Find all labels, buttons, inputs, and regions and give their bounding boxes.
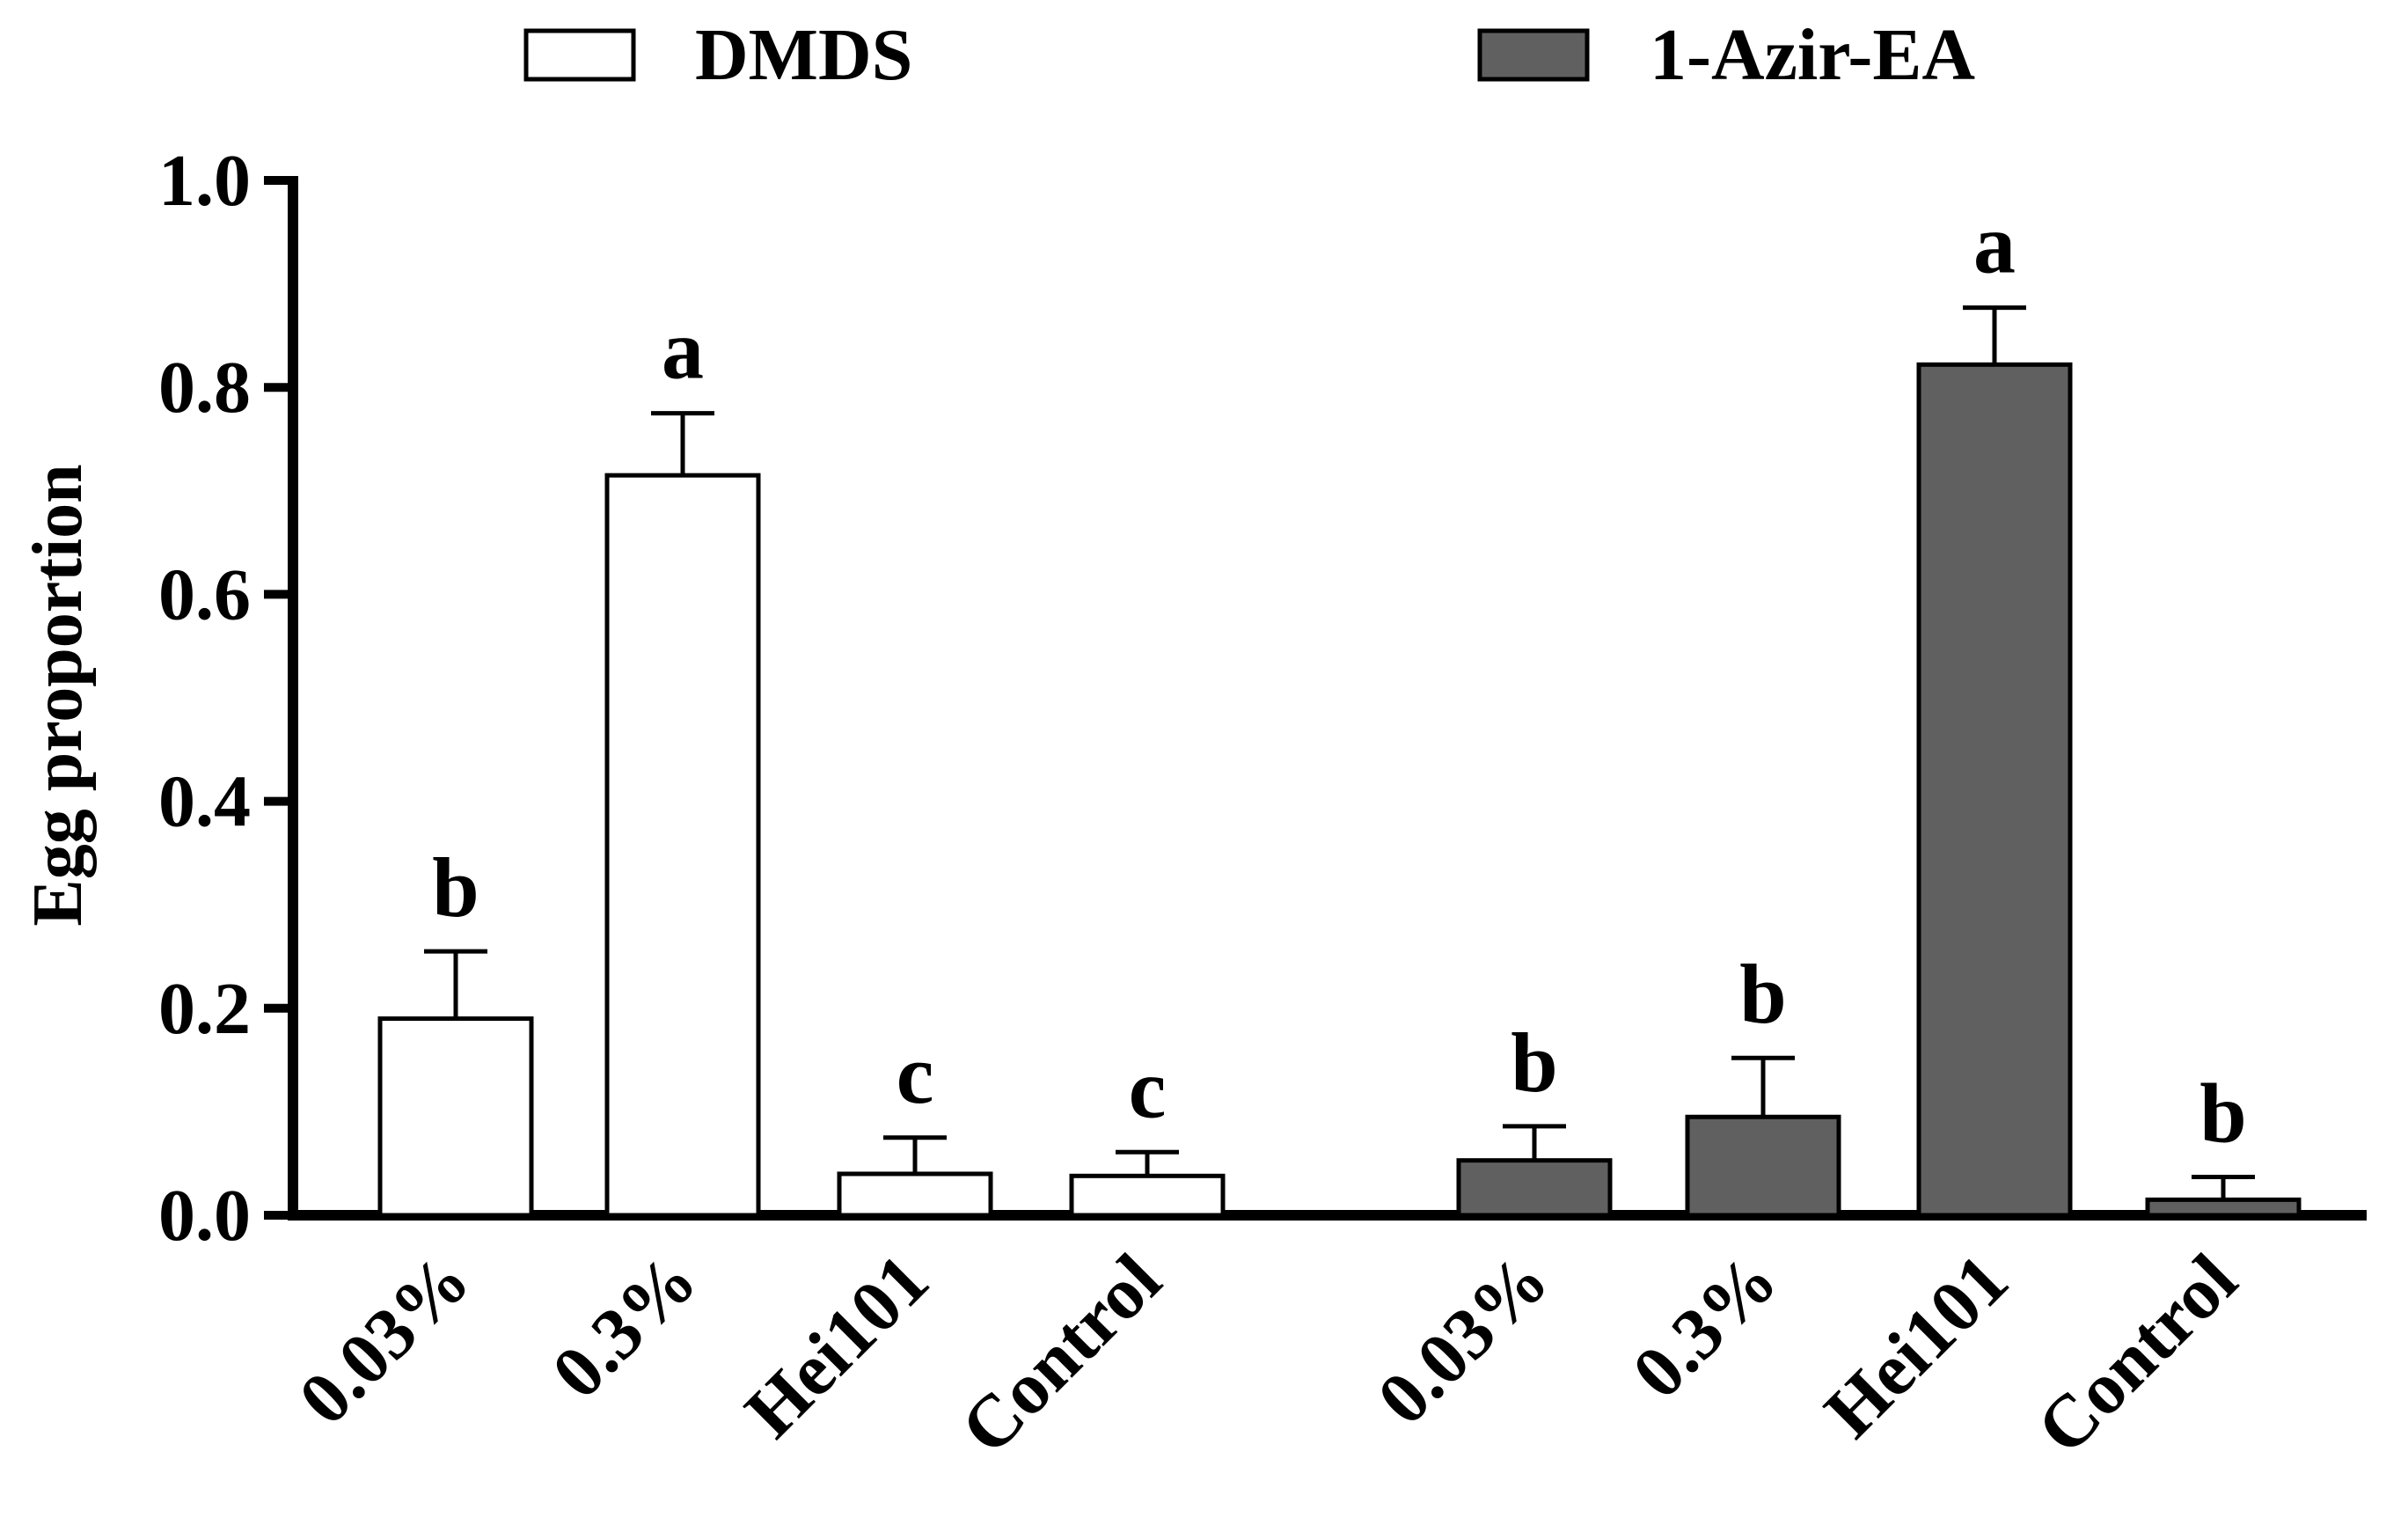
x-tick-label: Control bbox=[2022, 1239, 2253, 1470]
y-tick-label: 0.0 bbox=[158, 1175, 251, 1257]
x-tick-label: Control bbox=[946, 1239, 1177, 1470]
bars-group: b a c c b b a b bbox=[377, 197, 2302, 1218]
bar-dmds bbox=[377, 1016, 534, 1218]
significance-letter: c bbox=[1129, 1041, 1167, 1135]
legend-label-dmds: DMDS bbox=[695, 14, 912, 96]
x-tick-label: 0.3% bbox=[1617, 1239, 1792, 1414]
y-tick-label: 0.2 bbox=[158, 968, 251, 1050]
x-tick-label: Hei101 bbox=[730, 1239, 945, 1454]
legend-label-azir: 1-Azir-EA bbox=[1650, 14, 1975, 96]
significance-letter: a bbox=[1973, 197, 2016, 291]
y-tick-label: 0.6 bbox=[158, 554, 251, 635]
bar-azir bbox=[2145, 1197, 2302, 1218]
significance-letter: c bbox=[897, 1027, 934, 1121]
x-tick-label: Hei101 bbox=[1810, 1239, 2024, 1454]
bar-azir bbox=[1916, 362, 2073, 1218]
x-tick-label: 0.3% bbox=[537, 1239, 712, 1414]
bar-dmds bbox=[1069, 1173, 1226, 1218]
x-tick-label: 0.03% bbox=[283, 1239, 485, 1441]
significance-letter: b bbox=[1739, 947, 1786, 1041]
x-tick-labels: 0.03% 0.3% Hei101 Control 0.03% 0.3% Hei101Con… bbox=[283, 1239, 2252, 1470]
bar-azir bbox=[1456, 1158, 1613, 1218]
significance-letter: a bbox=[662, 303, 704, 397]
significance-letter: b bbox=[1511, 1015, 1557, 1110]
legend-swatch-azir bbox=[1477, 28, 1590, 82]
legend-swatch-dmds bbox=[523, 28, 636, 82]
y-ticks: 0.0 0.2 0.4 0.6 0.8 1.0 bbox=[158, 140, 293, 1257]
significance-letter: b bbox=[432, 840, 479, 935]
y-tick-label: 1.0 bbox=[158, 140, 251, 222]
y-tick-label: 0.8 bbox=[158, 347, 251, 429]
y-tick-label: 0.4 bbox=[158, 761, 251, 843]
bar-azir bbox=[1685, 1114, 1841, 1218]
legend: DMDS 1-Azir-EA bbox=[523, 14, 1975, 96]
y-axis-label: Egg proportion bbox=[19, 464, 97, 926]
significance-letter: b bbox=[2199, 1066, 2246, 1160]
x-tick-label: 0.03% bbox=[1362, 1239, 1563, 1441]
bar-dmds bbox=[604, 473, 761, 1218]
bar-dmds bbox=[837, 1171, 993, 1218]
